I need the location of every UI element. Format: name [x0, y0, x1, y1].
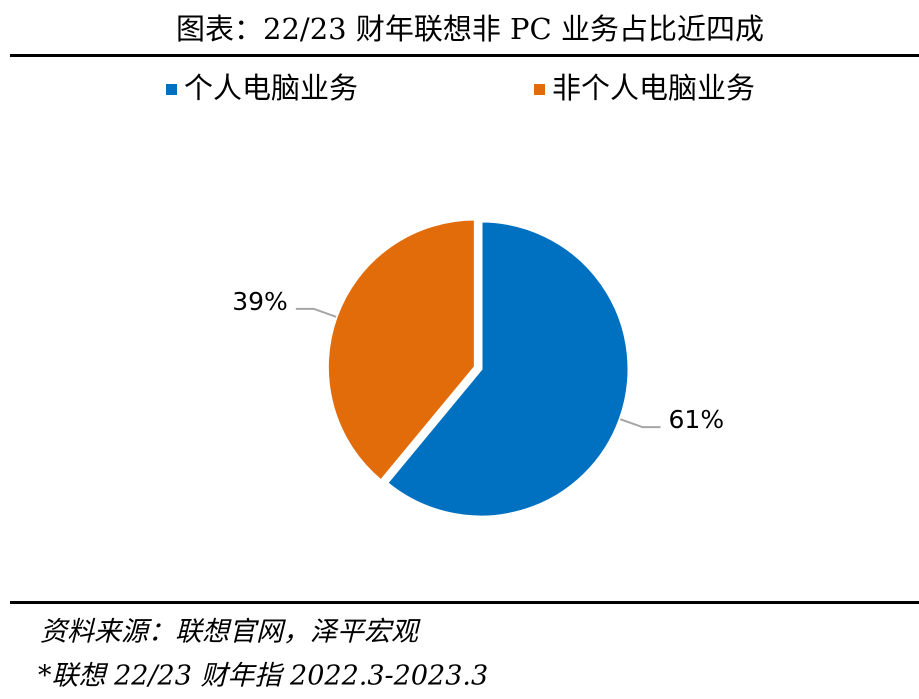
leader-line [295, 307, 337, 318]
legend-label: 非个人电脑业务 [552, 71, 755, 105]
legend-swatch [534, 84, 545, 95]
leader-line [619, 418, 661, 429]
chart-title: 图表：22/23 财年联想非 PC 业务占比近四成 [176, 12, 764, 46]
legend-label: 个人电脑业务 [184, 71, 358, 105]
pie-slice [325, 217, 477, 484]
source-note: 资料来源：联想官网，泽平宏观 [40, 617, 421, 648]
title-rule [10, 54, 919, 57]
footer-rule [10, 601, 919, 604]
data-label: 39% [232, 287, 288, 316]
data-label: 61% [669, 405, 725, 434]
legend-swatch [166, 84, 177, 95]
footnote: *联想 22/23 财年指 2022.3-2023.3 [38, 661, 488, 692]
pie-slice [384, 219, 631, 519]
